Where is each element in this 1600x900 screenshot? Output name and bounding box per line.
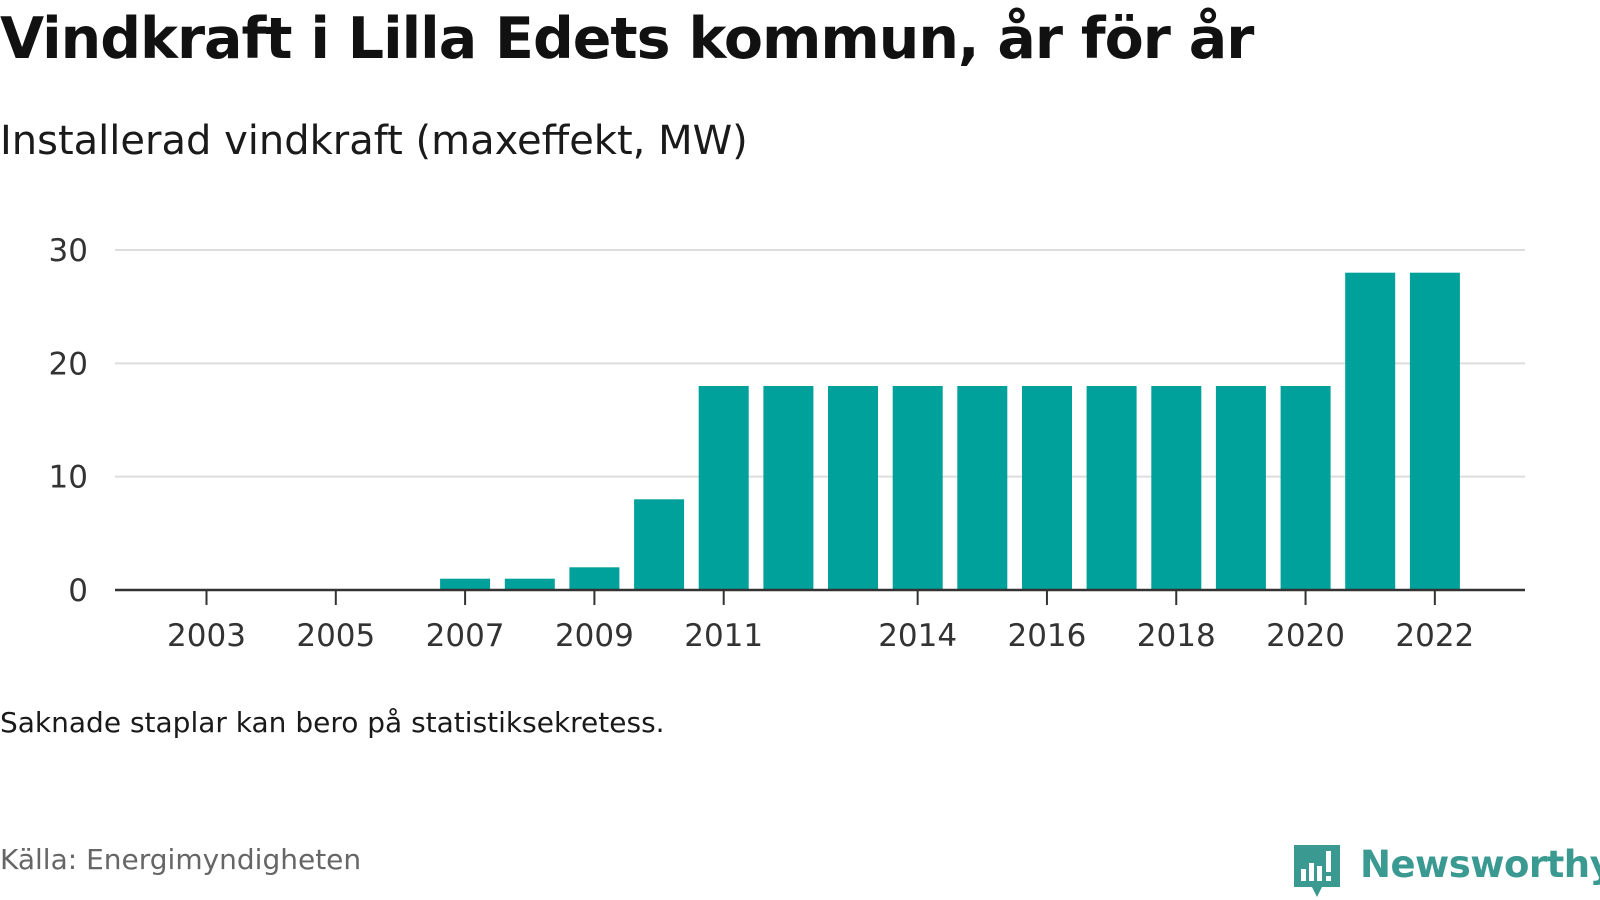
bar-2007 (440, 578, 491, 590)
x-tick-label: 2005 (296, 618, 375, 654)
bar-2013 (828, 386, 878, 590)
y-tick-label: 0 (68, 573, 88, 609)
bar-2018 (1151, 386, 1202, 590)
bar-chart-speech-bubble-icon (1294, 845, 1340, 897)
bar-2015 (957, 386, 1008, 590)
chart-title: Vindkraft i Lilla Edets kommun, år för å… (0, 6, 1254, 72)
x-tick-label: 2018 (1137, 618, 1216, 654)
bar-chart: 0 10 20 30 2003 2005 2007 2009 2011 2014 2016 2018… (49, 233, 1525, 654)
brand-name: Newsworthy (1360, 843, 1600, 886)
newsworthy-logo: Newsworthy (1292, 843, 1600, 900)
bar-2011 (698, 386, 749, 590)
x-tick-label: 2003 (167, 618, 246, 654)
x-tick-label: 2009 (555, 618, 634, 654)
bar-2022 (1409, 272, 1460, 590)
chart-subtitle: Installerad vindkraft (maxeffekt, MW) (0, 118, 748, 164)
bar-2021 (1345, 272, 1396, 590)
x-tick-label: 2022 (1395, 618, 1474, 654)
bar-2020 (1280, 386, 1331, 590)
bar-2014 (892, 386, 943, 590)
x-tick-label: 2016 (1007, 618, 1086, 654)
x-tick-label: 2007 (426, 618, 505, 654)
y-tick-label: 10 (49, 460, 88, 496)
y-tick-label: 20 (49, 346, 88, 382)
footnote: Saknade staplar kan bero på statistiksek… (0, 706, 665, 739)
bar-2008 (504, 578, 555, 590)
bar-2010 (634, 499, 685, 590)
x-axis-labels: 2003 2005 2007 2009 2011 2014 2016 2018 2020 2022 (167, 618, 1474, 654)
x-tick-label: 2014 (878, 618, 957, 654)
y-tick-label: 30 (49, 233, 88, 269)
x-tick-label: 2020 (1266, 618, 1345, 654)
bar-2017 (1086, 386, 1137, 590)
bar-2019 (1215, 386, 1266, 590)
bar-2016 (1022, 386, 1072, 590)
source-credit: Källa: Energimyndigheten (0, 843, 362, 876)
bar-2012 (763, 386, 814, 590)
x-axis (115, 588, 1525, 605)
bar-2009 (569, 567, 620, 590)
x-tick-label: 2011 (684, 618, 763, 654)
y-axis-labels: 0 10 20 30 (49, 233, 88, 609)
bars (440, 272, 1460, 590)
